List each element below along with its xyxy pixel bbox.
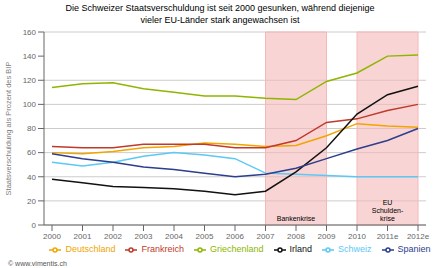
svg-text:2003: 2003 (135, 232, 153, 241)
svg-text:2006: 2006 (226, 232, 244, 241)
svg-text:0: 0 (32, 221, 37, 230)
svg-text:Staatsverschuldung als Prozent: Staatsverschuldung als Prozent des BIP (8, 62, 13, 196)
html-text:vieler EU-Länder stark angewac: vieler EU-Länder stark angewachsen ist (140, 15, 300, 25)
svg-text:2004: 2004 (165, 232, 183, 241)
svg-text:2005: 2005 (196, 232, 214, 241)
html-text:Deutschland: Deutschland (65, 244, 116, 254)
svg-text:160: 160 (23, 28, 37, 37)
svg-text:80: 80 (27, 124, 36, 133)
svg-text:2012e: 2012e (407, 232, 430, 241)
html-text:© www.vimentis.ch: © www.vimentis.ch (8, 260, 67, 267)
svg-text:2002: 2002 (104, 232, 122, 241)
svg-text:120: 120 (23, 76, 37, 85)
svg-text:2009: 2009 (318, 232, 336, 241)
svg-text:2000: 2000 (43, 232, 61, 241)
svg-text:140: 140 (23, 52, 37, 61)
svg-text:Bankenkrise: Bankenkrise (277, 215, 316, 222)
html-text:Die Schweizer Staatsverschuldu: Die Schweizer Staatsverschuldung ist sei… (65, 3, 375, 13)
html-text:Frankreich: Frankreich (141, 244, 184, 254)
html-text:Irland: Irland (289, 244, 312, 254)
svg-text:20: 20 (27, 197, 36, 206)
svg-text:2011e: 2011e (377, 232, 399, 241)
svg-text:40: 40 (27, 173, 36, 182)
svg-text:2010: 2010 (348, 232, 366, 241)
svg-text:2008: 2008 (287, 232, 305, 241)
svg-text:EUSchulden-krise: EUSchulden-krise (372, 199, 404, 222)
svg-text:2007: 2007 (257, 232, 275, 241)
html-text:Griechenland: Griechenland (210, 244, 264, 254)
html-text:Schweiz: Schweiz (338, 244, 372, 254)
svg-text:2001: 2001 (74, 232, 92, 241)
svg-text:60: 60 (27, 148, 36, 157)
svg-text:100: 100 (23, 100, 37, 109)
html-text:Spanien: Spanien (397, 244, 431, 254)
